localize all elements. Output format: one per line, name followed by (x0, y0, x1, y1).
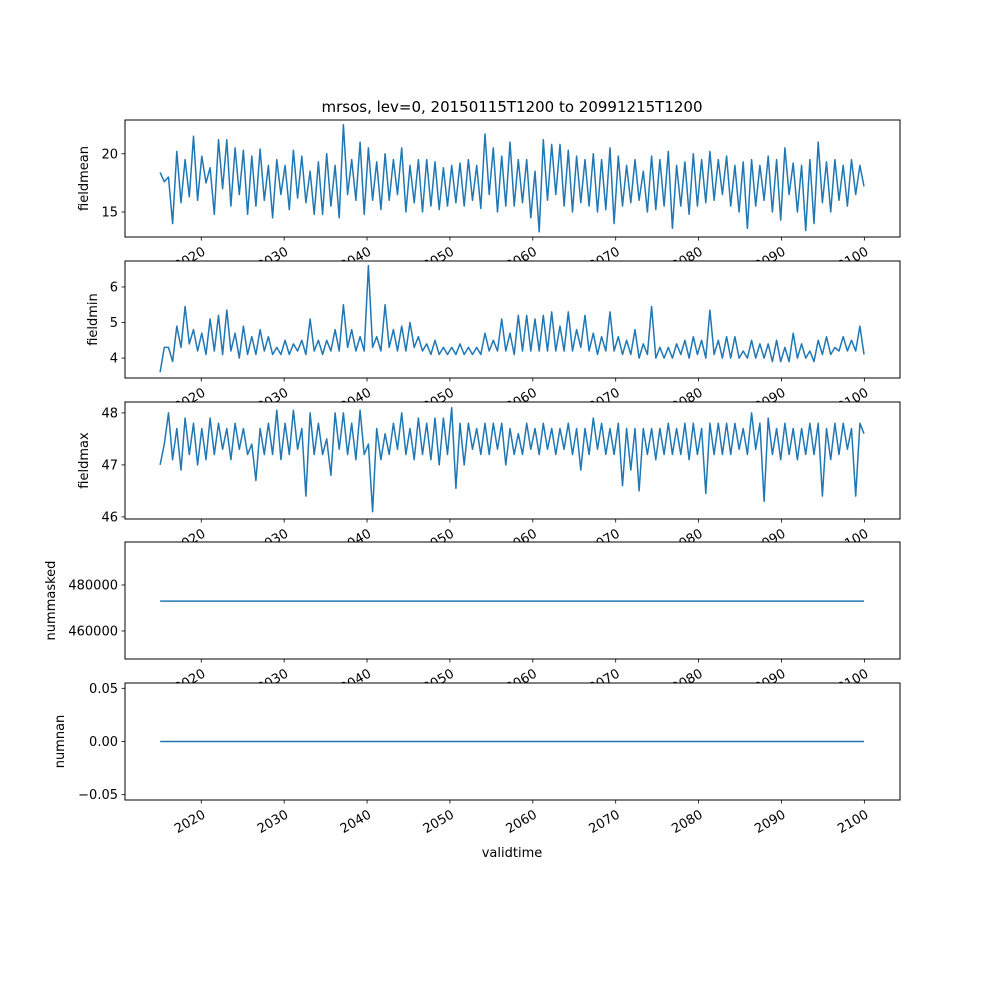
x-axis-label: validtime (482, 846, 543, 861)
axes-frame (124, 260, 901, 379)
y-axis-label: fieldmax (77, 432, 92, 489)
x-tick-label: 2040 (338, 807, 374, 837)
x-tick-label: 2100 (835, 807, 871, 837)
y-tick-label: 0.00 (89, 735, 118, 750)
y-axis-label: fieldmean (77, 146, 92, 211)
x-tick-label: 2060 (504, 807, 540, 837)
y-tick-label: 46 (101, 510, 118, 525)
y-tick-label: 480000 (68, 578, 118, 593)
axes-frame (124, 119, 901, 238)
data-line-fieldmax (159, 406, 865, 513)
x-tick-label: 2070 (587, 807, 623, 837)
chart-title: mrsos, lev=0, 20150115T1200 to 20991215T… (321, 98, 702, 116)
x-tick-label: 2020 (172, 807, 208, 837)
x-tick-label: 2030 (255, 807, 291, 837)
y-axis-label: numnan (53, 715, 68, 769)
y-tick-label: −0.05 (78, 788, 118, 803)
data-line-fieldmin (159, 264, 865, 373)
y-axis-label: nummasked (44, 561, 59, 641)
y-tick-label: 20 (101, 147, 118, 162)
y-tick-label: 4 (110, 352, 118, 367)
subplot-numnan: −0.05 0.00 0.05 numnan 2020 2030 2040 2050 2060 2… (53, 682, 901, 837)
y-tick-label: 6 (110, 280, 118, 295)
y-tick-label: 48 (101, 406, 118, 421)
y-tick-label: 5 (110, 316, 118, 331)
axes-frame (124, 401, 901, 520)
plot-area (125, 402, 900, 519)
x-tick-label: 2050 (421, 807, 457, 837)
y-tick-label: 15 (101, 205, 118, 220)
x-tick-label: 2090 (752, 807, 788, 837)
y-tick-label: 0.05 (89, 682, 118, 697)
x-tick-label: 2080 (669, 807, 705, 837)
data-line-fieldmean (159, 123, 865, 233)
axes-frame (124, 541, 901, 660)
y-tick-label: 460000 (68, 624, 118, 639)
y-tick-label: 47 (101, 458, 118, 473)
y-axis-label: fieldmin (86, 293, 101, 346)
plot-area (125, 261, 900, 378)
